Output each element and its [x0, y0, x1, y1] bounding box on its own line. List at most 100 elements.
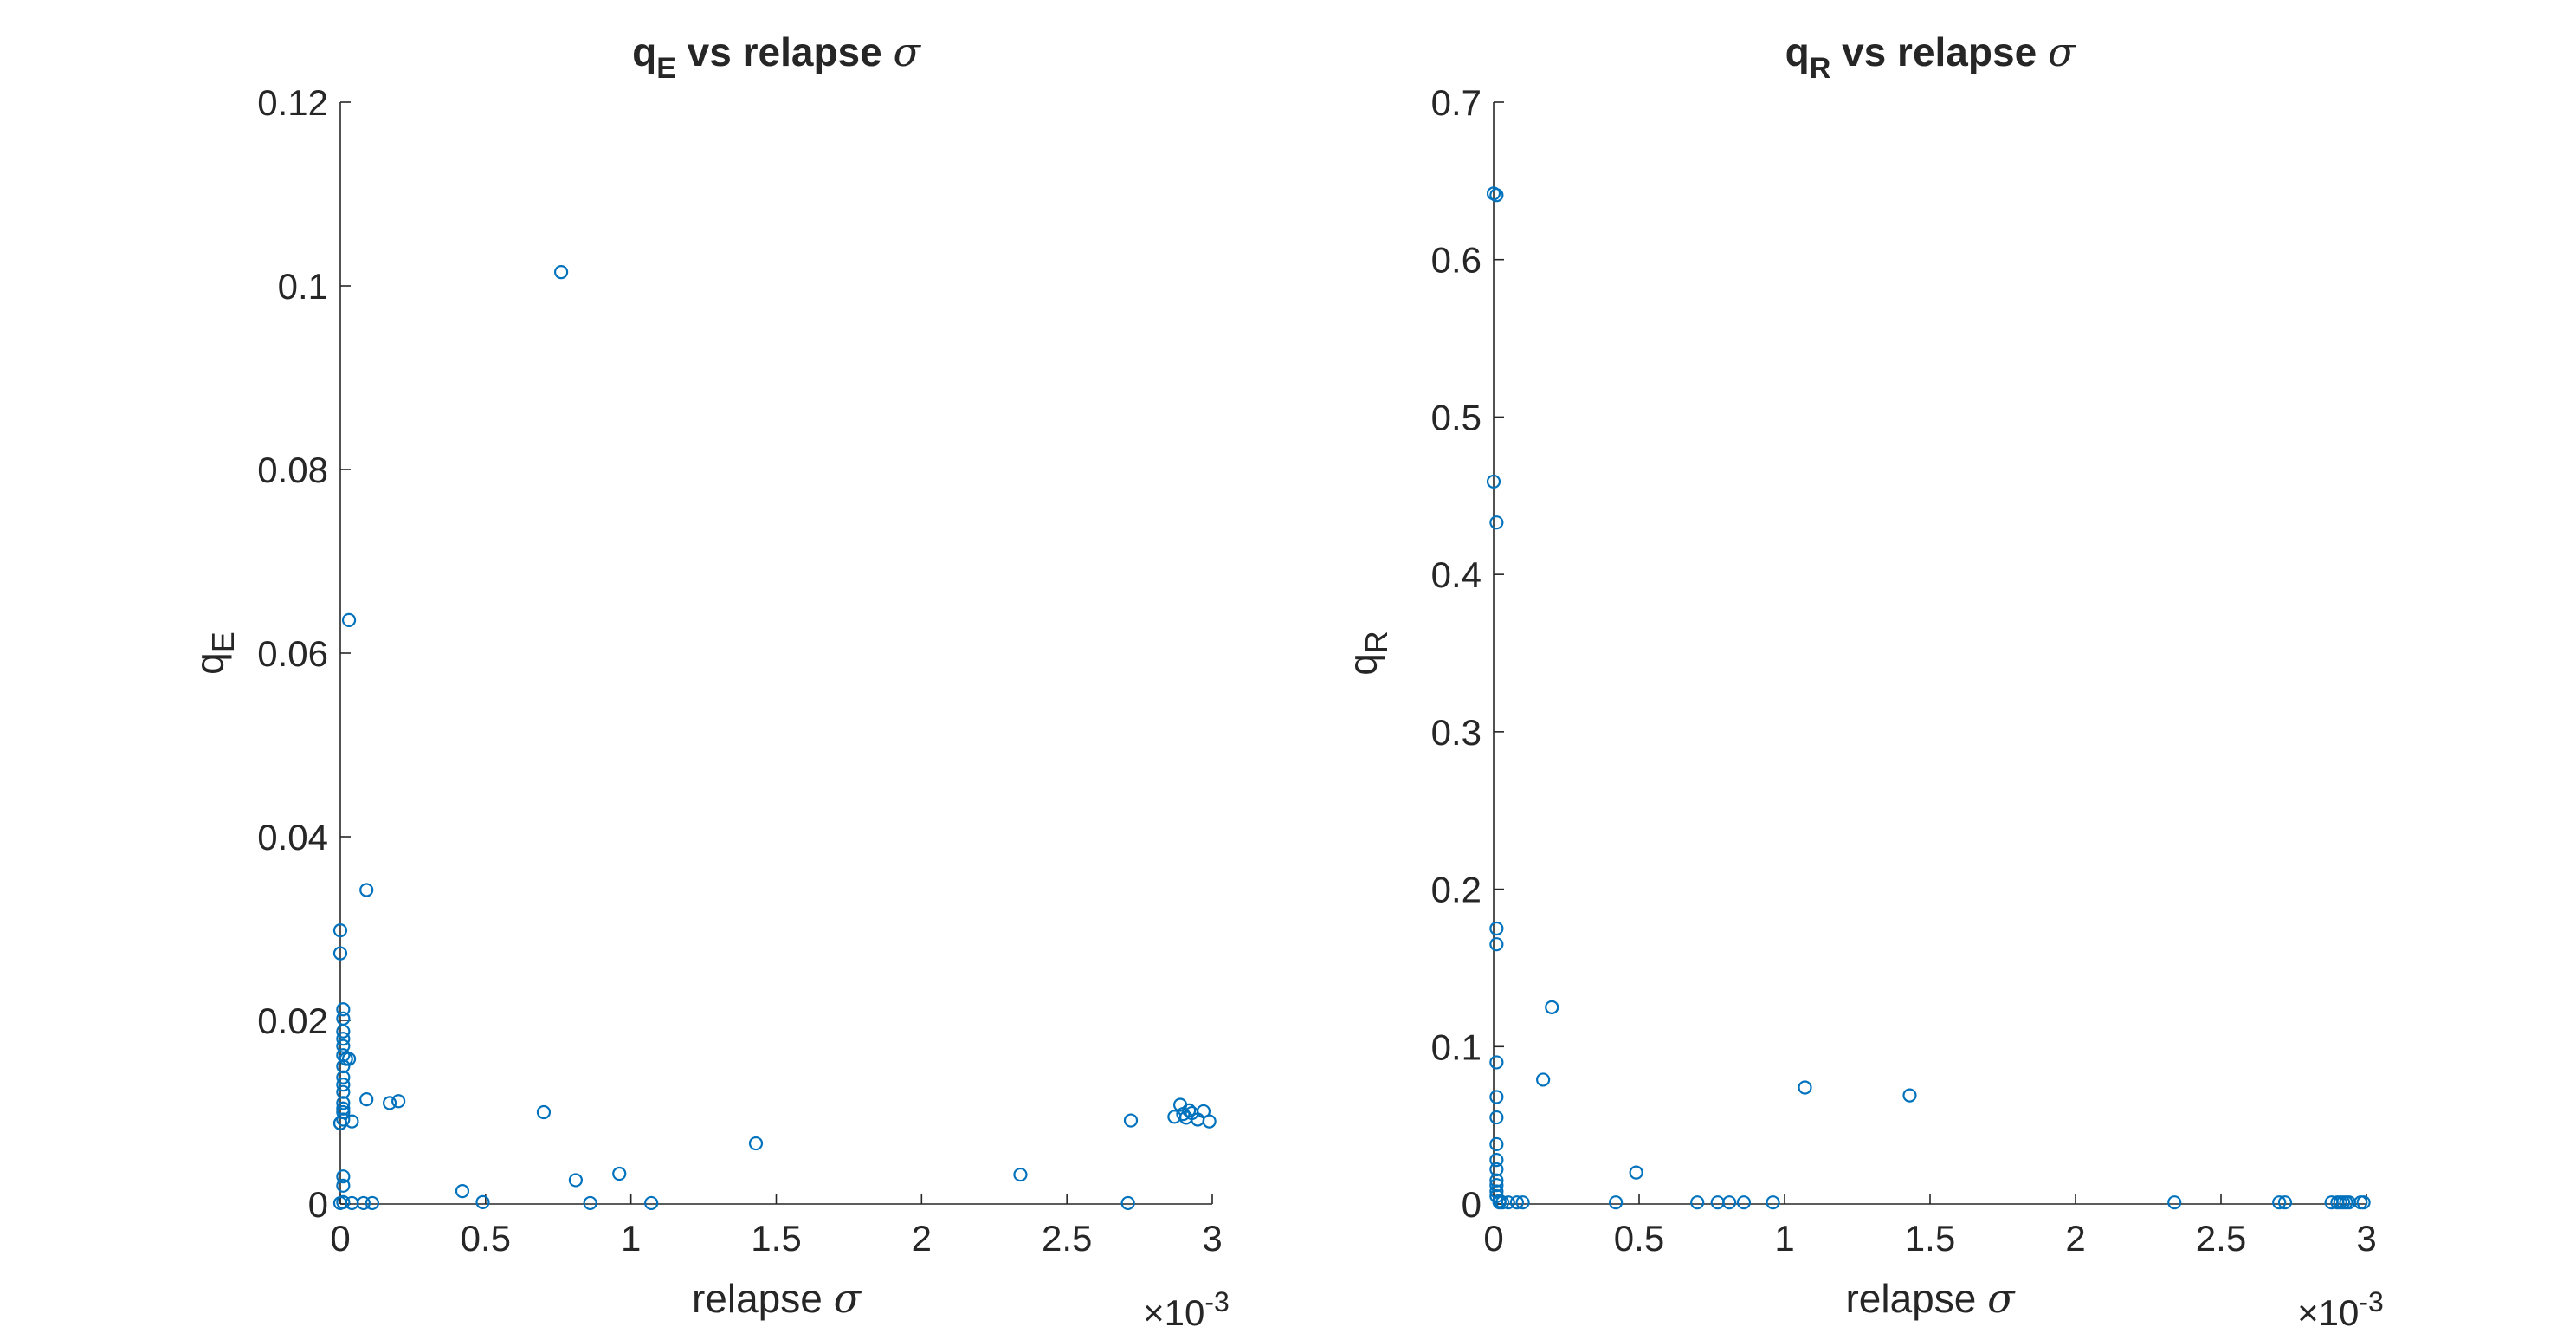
- x-axis-label: relapse σ: [692, 1275, 862, 1322]
- data-point: [1902, 1088, 1917, 1103]
- y-tick-label: 0: [1462, 1184, 1482, 1225]
- y-tick-label: 0.5: [1431, 397, 1482, 437]
- data-point: [336, 1169, 351, 1184]
- data-point: [1489, 188, 1504, 203]
- data-point: [568, 1173, 583, 1188]
- data-point: [336, 1070, 351, 1084]
- data-point: [1196, 1104, 1211, 1119]
- data-point: [475, 1194, 490, 1209]
- y-tick-label: 0.3: [1431, 712, 1482, 753]
- y-tick-label: 0.6: [1431, 240, 1482, 281]
- title-rest: vs relapse: [676, 29, 894, 74]
- title-subscript: E: [656, 52, 676, 85]
- data-point: [1123, 1113, 1139, 1128]
- data-point: [1489, 1110, 1504, 1125]
- data-point: [336, 1024, 351, 1039]
- data-point: [345, 1195, 359, 1211]
- data-point: [1710, 1195, 1725, 1210]
- title-main: q: [1785, 29, 1810, 74]
- x-exponent-power: -3: [2359, 1286, 2383, 1317]
- data-point: [1489, 1178, 1504, 1193]
- x-axis-label: relapse σ: [1845, 1275, 2016, 1322]
- title-rest: vs relapse: [1830, 29, 2048, 74]
- data-point: [359, 883, 374, 897]
- x-axis-label-sigma: σ: [1987, 1275, 2016, 1322]
- data-point: [1489, 515, 1504, 530]
- chart-title: qR vs relapse σ: [1785, 29, 2076, 85]
- data-point: [391, 1094, 406, 1109]
- y-tick-label: 0: [308, 1184, 328, 1225]
- data-point: [1489, 921, 1504, 936]
- y-tick-label: 0.4: [1431, 554, 1482, 595]
- data-point: [1182, 1103, 1197, 1117]
- data-point: [1013, 1167, 1028, 1182]
- x-tick-label: 1.5: [1905, 1218, 1955, 1259]
- chart-title: qE vs relapse σ: [632, 29, 921, 85]
- y-axis-label-text: q: [187, 652, 232, 675]
- data-point: [1489, 1173, 1504, 1188]
- data-point: [1736, 1195, 1752, 1210]
- x-tick-label: 1.5: [751, 1218, 801, 1259]
- x-exponent-power: -3: [1204, 1286, 1229, 1317]
- data-point: [332, 1195, 348, 1211]
- data-point: [336, 1101, 351, 1116]
- data-point: [336, 1002, 351, 1017]
- x-tick-label: 0: [330, 1218, 350, 1259]
- data-point: [1515, 1195, 1530, 1210]
- data-point: [1545, 1000, 1559, 1014]
- data-point: [332, 946, 348, 961]
- data-point: [336, 1112, 351, 1127]
- data-point: [612, 1166, 627, 1181]
- x-exponent-label: ×10-3: [1143, 1286, 1230, 1333]
- y-tick-label: 0.08: [257, 450, 328, 490]
- x-tick-label: 0: [1483, 1218, 1503, 1259]
- x-axis-label-sigma: σ: [834, 1275, 862, 1322]
- title-sigma: σ: [2048, 29, 2076, 75]
- data-point: [1486, 474, 1501, 489]
- data-point: [583, 1195, 597, 1211]
- data-point: [336, 1058, 351, 1074]
- data-point: [554, 265, 569, 280]
- panel-qe: qE vs relapse σ relapse σ qE ×10-3 0 0.5 1…: [187, 29, 1230, 1333]
- y-tick-label: 0.02: [257, 1000, 328, 1041]
- y-tick-label: 0.04: [257, 817, 328, 858]
- data-point: [1536, 1072, 1551, 1087]
- data-point: [336, 1039, 351, 1053]
- data-point: [359, 1092, 374, 1107]
- data-point: [1798, 1080, 1812, 1095]
- x-exponent-label: ×10-3: [2297, 1286, 2384, 1333]
- data-point: [336, 1178, 351, 1193]
- y-axis-label-text: q: [1340, 653, 1385, 676]
- data-point: [356, 1195, 371, 1211]
- data-point: [2167, 1195, 2182, 1210]
- y-axis-label-subscript: E: [205, 631, 241, 652]
- data-point: [2356, 1195, 2371, 1210]
- data-point: [341, 612, 357, 627]
- x-axis-label-text: relapse: [1845, 1276, 1976, 1321]
- data-point: [1489, 1090, 1504, 1104]
- data-point: [1489, 1162, 1504, 1177]
- x-exponent-base: ×10: [2297, 1292, 2359, 1333]
- panel-qr: qR vs relapse σ relapse σ qR ×10-3 0 0.5 1…: [1340, 29, 2384, 1333]
- data-point: [455, 1184, 470, 1199]
- data-point: [1501, 1195, 1515, 1210]
- title-sigma: σ: [894, 29, 922, 75]
- x-tick-label: 0.5: [461, 1218, 511, 1259]
- data-point: [748, 1136, 764, 1151]
- y-tick-label: 0.1: [278, 266, 328, 307]
- y-tick-label: 0.1: [1431, 1026, 1482, 1067]
- data-point: [536, 1104, 552, 1120]
- data-point: [336, 1032, 351, 1046]
- data-point: [1489, 1055, 1504, 1070]
- x-tick-label: 2: [2065, 1218, 2085, 1259]
- data-point: [2272, 1195, 2287, 1210]
- data-point: [1489, 1153, 1504, 1168]
- data-point: [336, 1011, 351, 1026]
- data-point: [1202, 1114, 1217, 1129]
- data-point: [1489, 1136, 1504, 1152]
- data-point: [644, 1195, 659, 1211]
- y-axis-label: qE: [187, 631, 241, 675]
- x-tick-label: 1: [1774, 1218, 1794, 1259]
- x-tick-label: 2: [912, 1218, 932, 1259]
